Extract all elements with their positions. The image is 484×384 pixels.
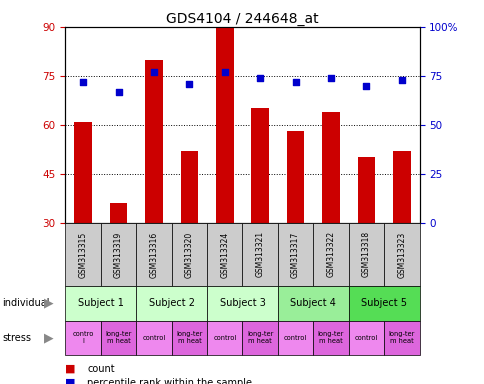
Text: GSM313322: GSM313322 <box>326 231 335 278</box>
Bar <box>348 286 419 321</box>
Bar <box>65 321 101 355</box>
Title: GDS4104 / 244648_at: GDS4104 / 244648_at <box>166 12 318 26</box>
Bar <box>65 286 136 321</box>
Bar <box>313 321 348 355</box>
Text: long-ter
m heat: long-ter m heat <box>176 331 202 344</box>
Bar <box>136 321 171 355</box>
Text: Subject 3: Subject 3 <box>219 298 265 308</box>
Text: percentile rank within the sample: percentile rank within the sample <box>87 378 252 384</box>
Text: long-ter
m heat: long-ter m heat <box>317 331 344 344</box>
Bar <box>242 223 277 286</box>
Text: stress: stress <box>2 333 31 343</box>
Bar <box>171 321 207 355</box>
Bar <box>357 157 375 223</box>
Bar <box>348 321 383 355</box>
Text: control: control <box>213 335 236 341</box>
Bar <box>207 286 277 321</box>
Text: GSM313320: GSM313320 <box>184 231 194 278</box>
Text: count: count <box>87 364 115 374</box>
Point <box>362 83 369 89</box>
Point <box>220 69 228 75</box>
Point <box>326 75 334 81</box>
Text: Subject 2: Subject 2 <box>149 298 194 308</box>
Text: GSM313317: GSM313317 <box>290 231 300 278</box>
Text: GSM313324: GSM313324 <box>220 231 229 278</box>
Text: ■: ■ <box>65 378 76 384</box>
Text: control: control <box>142 335 165 341</box>
Bar <box>136 286 207 321</box>
Text: GSM313316: GSM313316 <box>149 231 158 278</box>
Bar <box>286 131 304 223</box>
Text: long-ter
m heat: long-ter m heat <box>246 331 273 344</box>
Text: Subject 1: Subject 1 <box>78 298 123 308</box>
Text: Subject 5: Subject 5 <box>361 298 406 308</box>
Text: GSM313321: GSM313321 <box>255 231 264 278</box>
Text: control: control <box>354 335 377 341</box>
Bar <box>251 109 269 223</box>
Bar <box>145 60 163 223</box>
Bar <box>277 223 313 286</box>
Bar <box>180 151 198 223</box>
Text: long-ter
m heat: long-ter m heat <box>105 331 132 344</box>
Text: individual: individual <box>2 298 50 308</box>
Text: control: control <box>284 335 306 341</box>
Bar <box>392 151 410 223</box>
Bar <box>101 321 136 355</box>
Text: Subject 4: Subject 4 <box>290 298 335 308</box>
Text: ▶: ▶ <box>44 331 53 344</box>
Bar <box>109 203 127 223</box>
Point <box>256 75 263 81</box>
Point <box>185 81 193 87</box>
Bar <box>348 223 383 286</box>
Bar <box>65 223 101 286</box>
Bar <box>242 321 277 355</box>
Text: ▶: ▶ <box>44 297 53 310</box>
Point <box>397 77 405 83</box>
Point <box>291 79 299 85</box>
Bar <box>383 223 419 286</box>
Text: contro
l: contro l <box>72 331 94 344</box>
Text: GSM313318: GSM313318 <box>361 231 370 278</box>
Bar <box>277 321 313 355</box>
Text: long-ter
m heat: long-ter m heat <box>388 331 414 344</box>
Point <box>79 79 87 85</box>
Bar <box>277 286 348 321</box>
Bar <box>383 321 419 355</box>
Bar <box>313 223 348 286</box>
Text: GSM313323: GSM313323 <box>396 231 406 278</box>
Text: GSM313319: GSM313319 <box>114 231 123 278</box>
Bar <box>101 223 136 286</box>
Bar <box>321 112 339 223</box>
Point <box>150 69 157 75</box>
Bar <box>207 321 242 355</box>
Point <box>114 88 122 94</box>
Bar <box>74 122 92 223</box>
Text: GSM313315: GSM313315 <box>78 231 88 278</box>
Bar <box>171 223 207 286</box>
Bar <box>207 223 242 286</box>
Bar <box>136 223 171 286</box>
Bar <box>215 24 233 223</box>
Text: ■: ■ <box>65 364 76 374</box>
